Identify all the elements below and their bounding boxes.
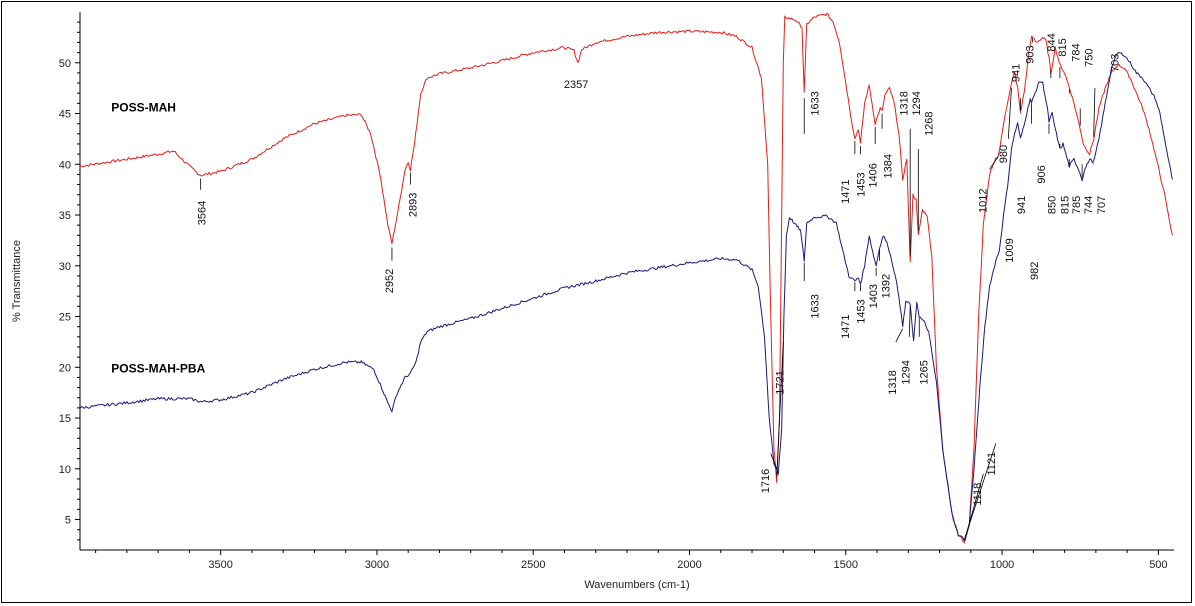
- x-tick-label: 3000: [365, 559, 389, 571]
- peak-leader-line: [776, 341, 784, 477]
- peak-label: 1453: [856, 299, 868, 323]
- peak-label: 1294: [900, 360, 912, 384]
- peak-leader-line: [963, 443, 997, 540]
- peak-label: 785: [1071, 196, 1083, 214]
- x-tick-label: 500: [1149, 559, 1167, 571]
- peak-leader-lines: [200, 38, 1096, 540]
- peak-leader-line: [1093, 88, 1096, 137]
- peak-label: 1009: [1004, 238, 1016, 262]
- axes: 3500 3000 2500 2000 1500 1000 500 5 10 15 20 25 30 35…: [59, 12, 1174, 571]
- peak-label: 1403: [868, 284, 880, 308]
- x-tick-label: 3500: [208, 559, 232, 571]
- peak-label: 1318: [898, 91, 910, 115]
- peak-label: 1384: [883, 154, 895, 178]
- peak-label: 1633: [810, 91, 822, 115]
- y-tick-label: 40: [59, 159, 71, 171]
- peak-label: 2893: [408, 193, 420, 217]
- peak-leader-line: [908, 306, 911, 337]
- y-axis-title: % Transmittance: [11, 240, 23, 322]
- peak-label: 1121: [986, 452, 998, 476]
- y-tick-label: 20: [59, 362, 71, 374]
- peak-label: 906: [1036, 165, 1048, 183]
- y-tick-label: 5: [65, 515, 71, 527]
- series-line-1: [79, 52, 1173, 541]
- peak-label: 815: [1060, 196, 1072, 214]
- peak-leader-line: [895, 328, 904, 343]
- peak-label: 3564: [197, 201, 209, 225]
- series-layer: POSS-MAH POSS-MAH-PBA: [79, 12, 1173, 544]
- y-tick-label: 15: [59, 413, 71, 425]
- y-tick-label: 25: [59, 312, 71, 324]
- peak-label: 1294: [911, 91, 923, 115]
- y-tick-label: 50: [59, 58, 71, 70]
- peak-label: 1406: [867, 163, 879, 187]
- peak-label: 844: [1046, 33, 1058, 51]
- peak-label: 1268: [923, 111, 935, 135]
- peak-label: 941: [1016, 196, 1028, 214]
- peak-label: 2357: [564, 79, 588, 91]
- peak-label: 2952: [384, 269, 396, 293]
- y-tick-label: 35: [59, 210, 71, 222]
- peak-label: 1392: [881, 274, 893, 298]
- x-tick-label: 1500: [834, 559, 858, 571]
- peak-label: 1012: [978, 189, 990, 213]
- peak-label: 750: [1084, 49, 1096, 67]
- y-tick-label: 30: [59, 261, 71, 273]
- peak-label: 1633: [810, 294, 822, 318]
- peak-label: 1118: [972, 483, 984, 506]
- peak-label: 1716: [760, 469, 772, 493]
- peak-leader-line: [1007, 88, 1012, 139]
- series-line-0: [79, 12, 1173, 544]
- peak-label: 980: [998, 145, 1010, 163]
- peak-label: 1453: [856, 172, 868, 196]
- series-name-label: POSS-MAH-PBA: [111, 361, 205, 375]
- peak-label: 744: [1083, 196, 1095, 214]
- y-tick-label: 10: [59, 464, 71, 476]
- peak-label: 815: [1057, 38, 1069, 56]
- peak-label: 1471: [840, 179, 852, 203]
- peak-label: 707: [1096, 196, 1108, 214]
- peak-label: 850: [1047, 196, 1059, 214]
- x-tick-label: 2500: [521, 559, 545, 571]
- peak-label: 703: [1109, 54, 1121, 72]
- x-tick-label: 1000: [990, 559, 1014, 571]
- peak-label: 1721: [774, 370, 786, 394]
- peak-leader-line: [989, 155, 999, 170]
- x-axis-title: Wavenumbers (cm-1): [584, 579, 689, 591]
- peak-label: 1265: [919, 360, 931, 384]
- peak-label: 1318: [887, 370, 899, 394]
- peak-label: 784: [1070, 43, 1082, 61]
- y-tick-label: 45: [59, 109, 71, 121]
- peak-leader-line: [770, 453, 779, 473]
- peak-label: 941: [1010, 64, 1022, 82]
- series-name-label: POSS-MAH: [111, 100, 176, 114]
- x-tick-label: 2000: [677, 559, 701, 571]
- peak-label: 1471: [840, 314, 852, 338]
- peak-label: 982: [1029, 262, 1041, 280]
- peak-label: 903: [1024, 45, 1036, 63]
